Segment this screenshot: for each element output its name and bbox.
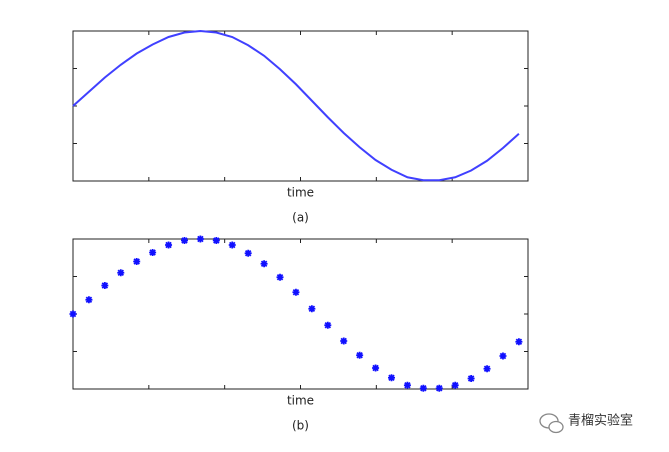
marker [403,381,411,389]
marker [228,241,236,249]
marker [133,258,141,265]
marker [324,321,332,329]
watermark-icon [539,413,564,434]
marker [85,296,93,304]
marker [515,338,523,346]
marker [101,282,109,289]
marker [69,310,77,318]
marker [276,273,284,281]
marker [467,375,475,382]
marker [340,337,348,345]
caption: (a) [292,211,309,225]
marker [435,384,443,392]
marker [451,381,459,389]
marker [180,237,188,244]
line [72,29,520,182]
x-axis-label: time [287,186,314,200]
marker [196,235,204,243]
marker [388,374,395,382]
marker [356,351,364,359]
marker [483,365,491,373]
marker [419,384,427,392]
marker [212,237,220,244]
marker [117,269,125,277]
caption: (b) [292,419,309,433]
marker [260,260,268,268]
axes-frame [72,238,529,390]
watermark: 青榴实验室 [568,413,633,429]
marker [499,352,507,360]
marker [165,241,173,249]
marker [149,249,157,256]
marker [372,364,380,372]
marker [292,288,300,296]
x-axis-label: time [287,394,314,408]
marker [308,305,316,313]
marker [244,249,252,257]
axes-frame [72,30,529,182]
